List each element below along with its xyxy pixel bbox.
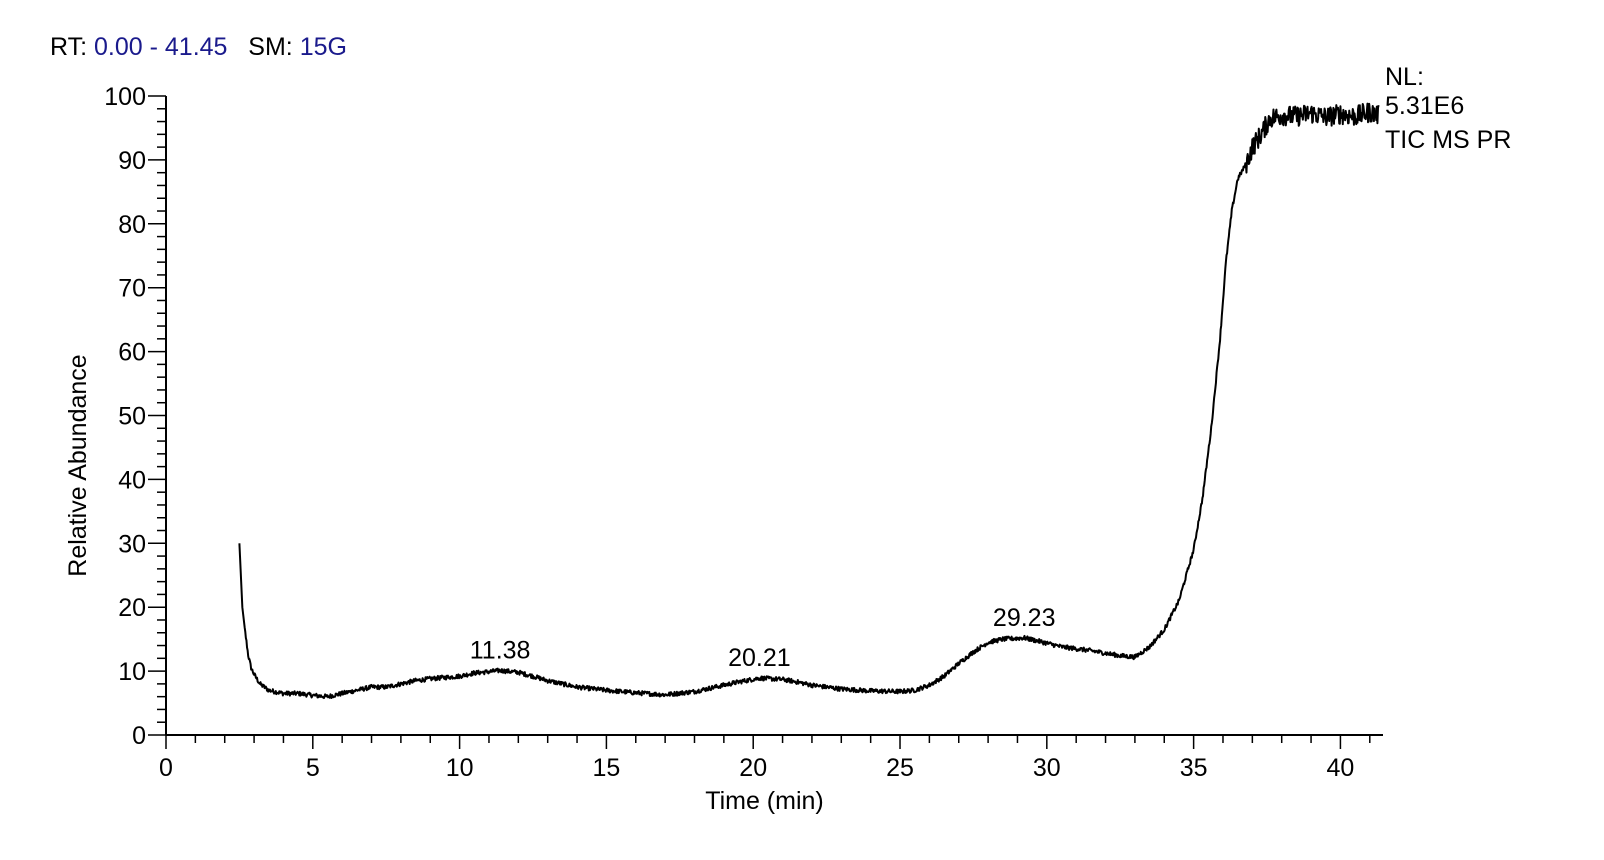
y-tick-label: 90 (118, 147, 146, 175)
peak-annotations: 11.38 20.21 29.23 (470, 604, 1056, 672)
x-tick-label: 35 (1180, 754, 1208, 782)
tic-trace (238, 102, 1380, 700)
x-tick-label: 40 (1327, 754, 1355, 782)
nl-label: NL: (1385, 63, 1424, 91)
sm-value: 15G (299, 33, 347, 61)
y-tick-label: 80 (118, 211, 146, 239)
y-tick-label: 30 (118, 530, 146, 558)
peak-label: 29.23 (993, 604, 1056, 632)
y-axis-label: Relative Abundance (64, 354, 92, 576)
x-tick-label: 10 (446, 754, 474, 782)
x-tick-label: 0 (159, 754, 173, 782)
trace-label: TIC MS PR (1385, 126, 1512, 154)
x-axis-label: Time (min) (705, 787, 824, 815)
y-tick-label: 0 (132, 722, 146, 750)
y-tick-label: 40 (118, 466, 146, 494)
y-tick-label: 50 (118, 403, 146, 431)
peak-label: 11.38 (470, 636, 531, 664)
x-tick-label: 25 (886, 754, 914, 782)
sm-label: SM: (248, 33, 293, 61)
rt-value: 0.00 - 41.45 (94, 33, 228, 61)
y-tick-label: 70 (118, 275, 146, 303)
x-tick-label: 30 (1033, 754, 1061, 782)
nl-value: 5.31E6 (1385, 92, 1465, 120)
y-tick-label: 10 (118, 658, 146, 686)
y-tick-label: 60 (118, 339, 146, 367)
x-tick-label: 5 (306, 754, 320, 782)
peak-label: 20.21 (728, 644, 791, 672)
range-header: RT: 0.00 - 41.45 SM: 15G (50, 33, 347, 62)
x-tick-label: 20 (739, 754, 767, 782)
y-tick-label: 100 (104, 83, 146, 111)
axes: 0 10 20 30 40 50 60 70 80 90 100 0 5 10 15 20 25 30 35 40 (104, 83, 1383, 782)
rt-label: RT: (50, 33, 88, 61)
x-tick-label: 15 (593, 754, 621, 782)
y-tick-label: 20 (118, 594, 146, 622)
